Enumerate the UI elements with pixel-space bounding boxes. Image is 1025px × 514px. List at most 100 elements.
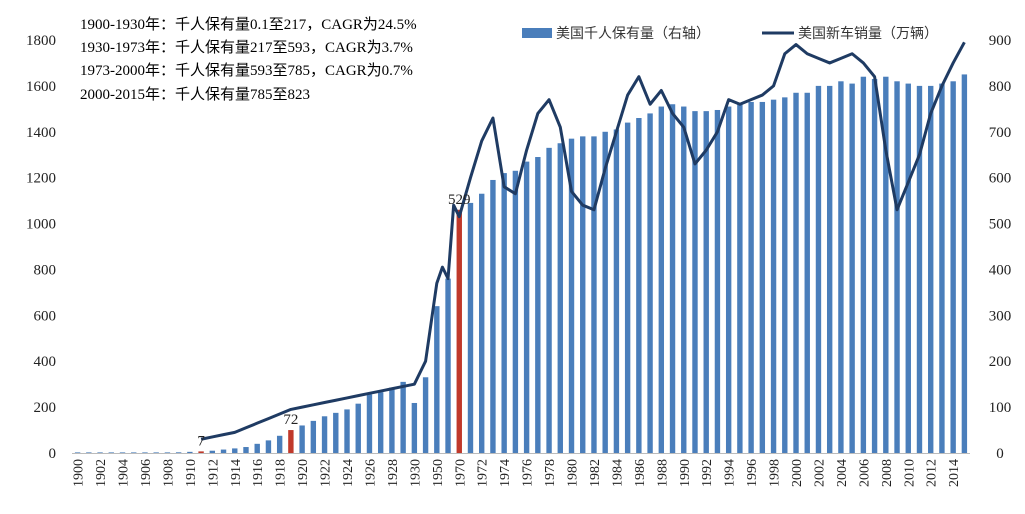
bar xyxy=(580,136,586,453)
x-axis-tick-label: 1918 xyxy=(274,459,289,487)
bar xyxy=(86,452,92,453)
bar xyxy=(411,402,418,453)
x-axis-tick-label: 1984 xyxy=(610,459,625,487)
note-4: 2000-2015年：千人保有量785至823 xyxy=(80,86,310,103)
bar xyxy=(299,425,305,453)
bar xyxy=(557,143,563,453)
bar xyxy=(804,92,810,454)
legend-line-label: 美国新车销量（万辆） xyxy=(798,25,938,42)
right-axis-tick-label: 600 xyxy=(989,171,1012,187)
x-axis-tick-label: 1974 xyxy=(498,459,513,487)
bar xyxy=(759,101,766,453)
legend: 美国千人保有量（右轴） 美国新车销量（万辆） xyxy=(522,25,938,42)
bar xyxy=(377,392,384,453)
bar xyxy=(535,157,541,453)
x-axis-tick-label: 1906 xyxy=(139,459,154,487)
x-axis-tick-label: 1916 xyxy=(251,459,266,487)
bar-series xyxy=(74,74,968,454)
bar xyxy=(658,106,665,453)
bar xyxy=(591,136,597,453)
x-axis-tick-label: 2002 xyxy=(812,459,827,487)
x-axis-tick-label: 1900 xyxy=(72,459,87,487)
left-axis-tick-label: 0 xyxy=(49,446,57,462)
bar xyxy=(445,278,451,453)
left-axis-tick-label: 1200 xyxy=(26,171,56,187)
x-axis-tick-label: 1910 xyxy=(184,459,199,487)
x-axis-tick-label: 1972 xyxy=(476,459,491,487)
bar xyxy=(389,387,395,453)
bar xyxy=(108,452,114,453)
bar xyxy=(131,452,137,453)
x-axis-tick-label: 1988 xyxy=(655,459,670,487)
bar xyxy=(838,81,844,454)
bar xyxy=(770,99,777,453)
bar xyxy=(254,443,260,453)
sales-line xyxy=(200,41,966,441)
right-axis-tick-label: 700 xyxy=(989,125,1012,141)
x-axis-tick-label: 1994 xyxy=(723,459,738,487)
bar xyxy=(636,118,642,453)
bar xyxy=(512,170,519,453)
bar xyxy=(187,451,193,453)
bar xyxy=(916,85,923,453)
bar xyxy=(232,448,238,453)
bar xyxy=(961,74,968,454)
bar xyxy=(692,111,698,453)
right-axis-tick-label: 100 xyxy=(989,400,1012,416)
bar xyxy=(905,83,911,453)
right-axis-tick-label: 800 xyxy=(989,79,1012,95)
line-series xyxy=(200,41,966,441)
x-axis-tick-label: 2008 xyxy=(880,459,895,487)
point-labels: 7 72 529 xyxy=(197,192,470,450)
bar xyxy=(613,129,620,454)
bar xyxy=(321,416,328,453)
annotation-notes: 1900-1930年：千人保有量0.1至217，CAGR为24.5% 1930-… xyxy=(80,16,417,103)
bar xyxy=(175,452,182,453)
bar xyxy=(681,106,687,453)
bar xyxy=(568,138,575,453)
data-label: 7 xyxy=(197,433,205,449)
bar xyxy=(624,122,631,453)
x-axis-tick-label: 1986 xyxy=(633,459,648,487)
bar xyxy=(97,452,103,453)
bar xyxy=(456,209,462,453)
bar xyxy=(243,447,249,453)
bar xyxy=(815,85,822,453)
x-axis-tick-label: 1950 xyxy=(431,459,446,487)
right-axis-tick-label: 0 xyxy=(996,446,1004,462)
bar xyxy=(479,193,485,454)
bar xyxy=(198,451,204,453)
bar xyxy=(826,85,833,453)
note-1: 1900-1930年：千人保有量0.1至217，CAGR为24.5% xyxy=(80,16,417,33)
bar xyxy=(523,161,530,454)
x-axis-tick-label: 1990 xyxy=(678,459,693,487)
left-axis-tick-label: 1800 xyxy=(26,33,56,49)
bar xyxy=(344,409,350,453)
x-axis-tick-label: 1992 xyxy=(700,459,715,487)
x-axis-tick-label: 1930 xyxy=(408,459,423,487)
x-axis-tick-label: 1914 xyxy=(229,459,244,487)
data-label: 529 xyxy=(448,192,471,208)
bar xyxy=(153,452,159,453)
x-axis-tick-label: 1996 xyxy=(745,459,760,487)
bar xyxy=(782,97,788,454)
bar xyxy=(288,430,294,453)
bar xyxy=(669,104,676,454)
x-axis-tick-label: 1904 xyxy=(117,459,132,487)
x-axis-tick-label: 2006 xyxy=(857,459,872,487)
data-label: 72 xyxy=(283,412,298,428)
left-axis-tick-label: 1000 xyxy=(26,217,56,233)
bar xyxy=(467,202,474,453)
x-axis-tick-label: 2014 xyxy=(947,459,962,487)
x-axis-tick-label: 1926 xyxy=(363,459,378,487)
right-axis-tick-label: 900 xyxy=(989,33,1012,49)
bar xyxy=(849,83,855,453)
x-axis-tick-label: 1998 xyxy=(768,459,783,487)
bar xyxy=(647,113,653,454)
legend-bar-swatch xyxy=(522,28,552,38)
bar xyxy=(422,377,429,453)
bar xyxy=(860,76,867,454)
bar xyxy=(164,452,171,453)
